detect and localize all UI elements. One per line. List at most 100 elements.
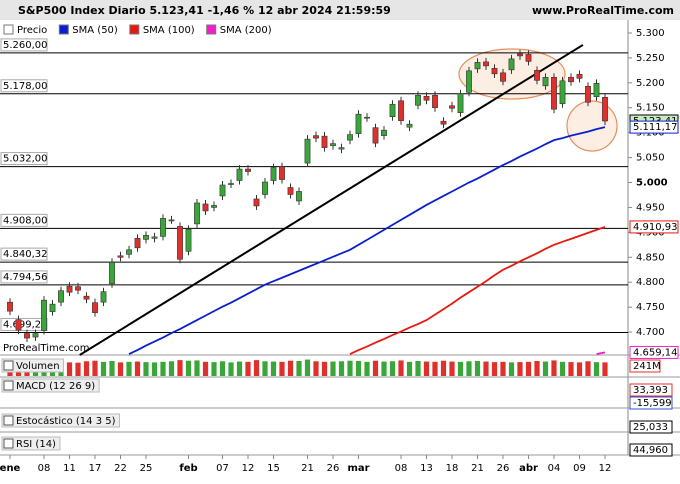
header-bar <box>0 0 680 20</box>
candle-body <box>432 94 438 109</box>
volume-bar <box>211 362 217 376</box>
candle-body <box>534 70 540 81</box>
value-box-label: 33,393 <box>633 385 668 396</box>
volume-bar <box>474 360 481 376</box>
x-tick-label: mar <box>347 463 369 474</box>
level-label: 4.699,23 <box>3 319 48 330</box>
volume-bar <box>415 360 421 376</box>
level-label-box <box>0 152 48 166</box>
y-tick-label: 5.050 <box>636 153 665 164</box>
candle-body <box>151 236 158 239</box>
candle-body <box>474 62 481 70</box>
volume-bar <box>449 361 455 376</box>
volume-bar <box>75 362 81 376</box>
candle-body <box>321 135 328 148</box>
legend-swatch <box>3 24 14 35</box>
sma-line <box>128 126 606 355</box>
candle-body <box>15 319 22 331</box>
header-title: S&P500 Index Diario 5.123,41 -1,46 % 12 … <box>18 4 391 17</box>
level-label-box <box>0 38 48 52</box>
right-axis-bg <box>628 20 680 480</box>
volume-bar <box>304 359 311 376</box>
volume-bar <box>602 362 608 376</box>
x-tick-label: 21 <box>471 463 484 474</box>
candle-body <box>287 187 294 195</box>
candle-body <box>381 129 387 136</box>
volume-bar <box>398 360 404 376</box>
x-tick-label: 25 <box>140 463 153 474</box>
value-box-label: -15,599 <box>633 398 672 409</box>
value-box <box>629 383 673 397</box>
candle-body <box>109 261 115 285</box>
value-box-label: 241M <box>633 361 661 372</box>
candle-body <box>508 58 515 71</box>
candle-body <box>372 127 379 144</box>
volume-bar <box>517 362 523 376</box>
volume-bar <box>330 361 336 376</box>
trendline <box>79 44 584 356</box>
candle-body <box>58 290 64 303</box>
site-name: www.ProRealTime.com <box>532 4 674 17</box>
legend-swatch <box>58 24 69 35</box>
volume-bar <box>381 361 387 376</box>
volume-bar <box>593 362 600 376</box>
volume-bar <box>262 361 268 376</box>
sma-line <box>349 226 606 355</box>
candle-body <box>398 100 404 121</box>
candle-body <box>559 80 566 105</box>
volume-bar <box>355 360 362 376</box>
panel-icon <box>3 380 14 391</box>
candle-body <box>457 93 464 114</box>
volume-bar <box>100 361 107 376</box>
candle-body <box>83 295 90 300</box>
candle-body <box>24 333 30 339</box>
candle-body <box>338 147 345 150</box>
value-box <box>629 443 673 457</box>
level-label-box <box>0 317 48 331</box>
volume-bar <box>534 360 540 376</box>
x-tick-label: 12 <box>599 463 612 474</box>
panel-label-bg <box>1 358 65 373</box>
candle-body <box>253 198 260 207</box>
level-label: 5.178,00 <box>3 81 48 92</box>
legend-label: SMA (100) <box>143 25 195 36</box>
candle-body <box>330 143 336 146</box>
x-tick-label: 08 <box>38 463 51 474</box>
x-tick-label: 15 <box>267 463 280 474</box>
volume-bar <box>313 361 319 376</box>
value-box-label: 4.910,93 <box>633 222 678 233</box>
candle-body <box>194 202 200 225</box>
highlight-ellipse <box>566 100 618 152</box>
candle-body <box>406 123 413 128</box>
value-box <box>629 359 661 373</box>
volume-bar <box>406 361 413 376</box>
y-tick-label: 5.200 <box>636 78 665 89</box>
volume-bar <box>347 360 353 376</box>
panel-label: RSI (14) <box>16 439 56 450</box>
volume-bar <box>177 360 183 376</box>
x-tick-label: 22 <box>114 463 127 474</box>
x-tick-label: abr <box>519 463 538 474</box>
x-tick-label: 26 <box>327 463 340 474</box>
volume-bar <box>296 360 302 376</box>
candle-body <box>542 77 549 87</box>
volume-bar <box>364 361 370 376</box>
level-label-box <box>0 79 48 93</box>
candle-body <box>177 226 183 260</box>
value-box <box>629 396 673 410</box>
y-tick-label: 5.250 <box>636 53 665 64</box>
volume-bar <box>92 360 98 376</box>
level-label-box <box>0 270 48 284</box>
legend-swatch <box>129 24 140 35</box>
x-tick-label: 12 <box>242 463 255 474</box>
volume-bar <box>457 361 464 376</box>
value-box-label: 44,960 <box>633 445 668 456</box>
candle-body <box>568 77 574 83</box>
volume-bar <box>576 362 583 376</box>
volume-bar <box>491 362 498 376</box>
volume-bar <box>168 361 175 376</box>
candle-body <box>228 183 234 185</box>
y-tick-label: 4.750 <box>636 302 665 313</box>
